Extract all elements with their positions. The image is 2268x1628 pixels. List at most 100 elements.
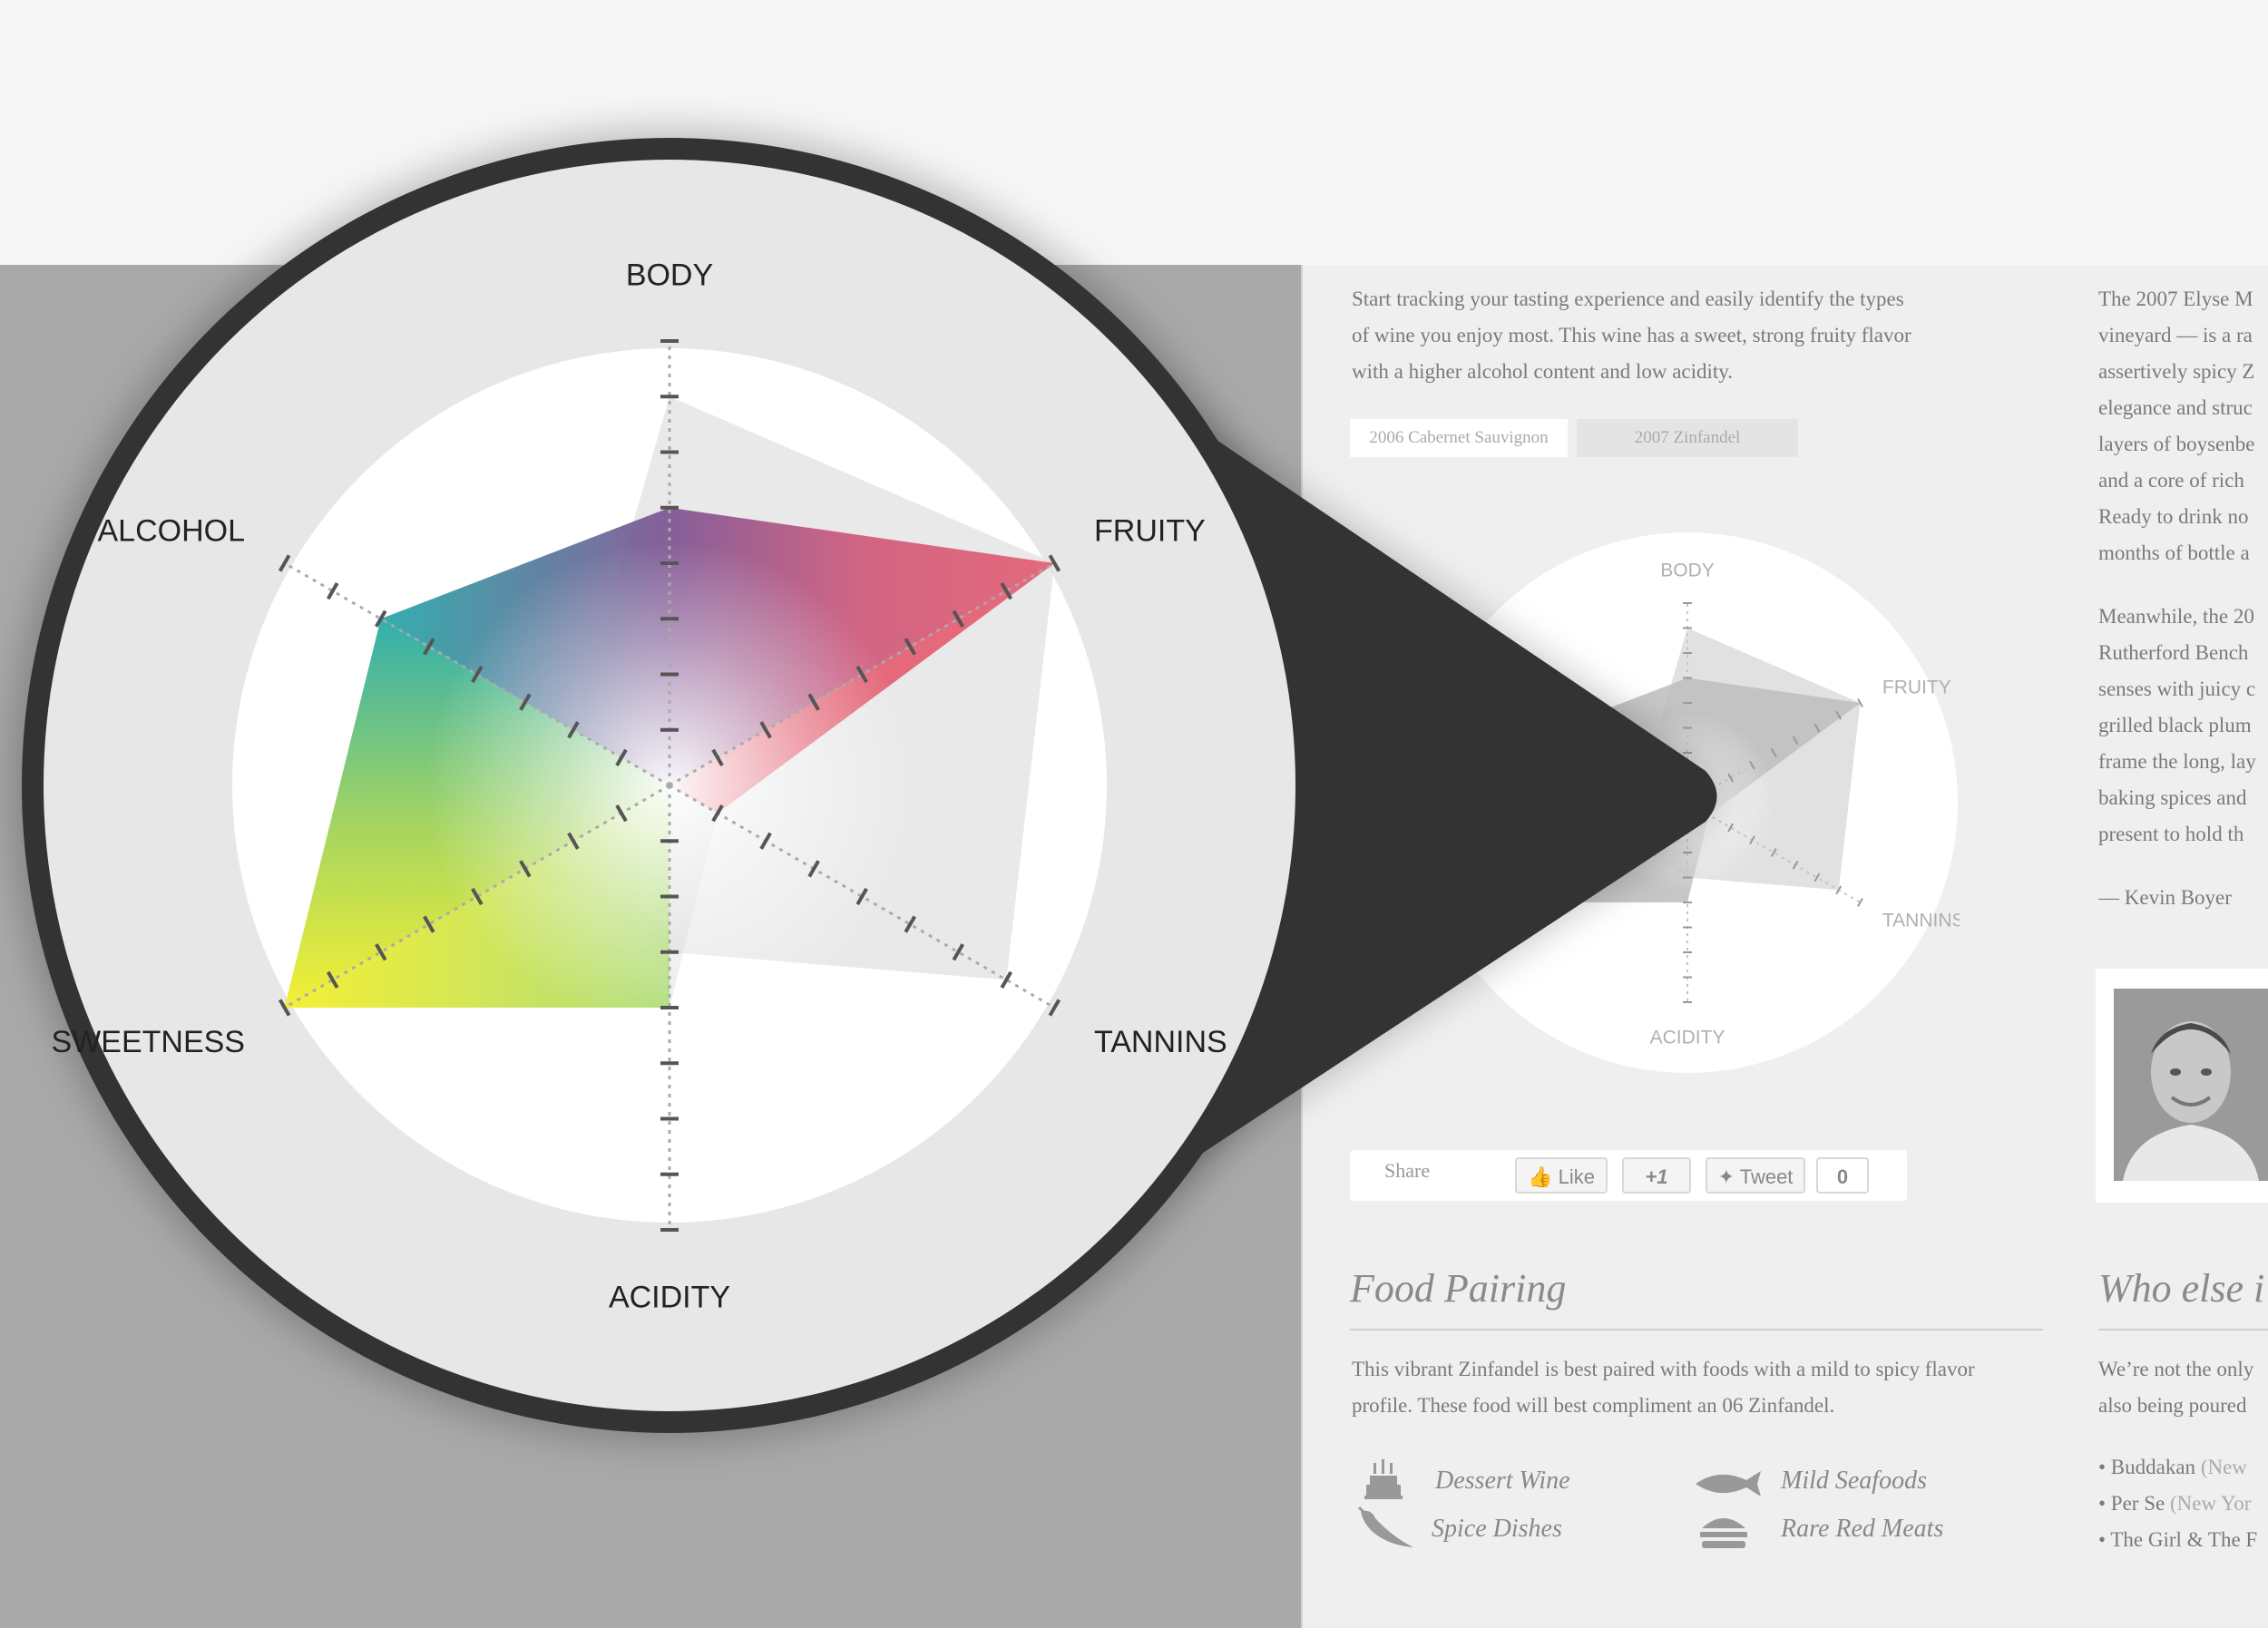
tweet-count: 0 <box>1816 1157 1869 1194</box>
intro-line: of wine you enjoy most. This wine has a … <box>1352 324 1911 346</box>
food-item-rare-red-meats: Rare Red Meats <box>1781 1515 1944 1543</box>
restaurant-name: • Buddakan <box>2098 1456 2196 1478</box>
radar-tick <box>807 860 820 878</box>
list-item[interactable]: • Buddakan (New <box>2098 1449 2268 1486</box>
radar-tick <box>1792 860 1799 870</box>
restaurant-name: • The Girl & The F <box>2098 1528 2258 1551</box>
who-desc-line: We’re not the only <box>2098 1358 2254 1380</box>
review-text: The 2007 Elyse M vineyard — is a ra asse… <box>2098 281 2268 943</box>
tab-2006-cabernet[interactable]: 2006 Cabernet Sauvignon <box>1350 419 1568 457</box>
food-divider <box>1350 1329 2043 1331</box>
thumbs-up-icon: 👍 <box>1528 1165 1553 1188</box>
review-line: layers of boysenbe <box>2098 433 2255 455</box>
radar-tick <box>1857 898 1863 907</box>
like-button[interactable]: 👍 Like <box>1515 1157 1608 1194</box>
review-line: senses with juicy c <box>2098 678 2256 700</box>
radar-axis-tannins <box>669 784 1056 1009</box>
restaurant-city: (New <box>2195 1456 2247 1478</box>
restaurant-name: • Per Se <box>2098 1492 2165 1515</box>
food-item-dessert-wine: Dessert Wine <box>1435 1467 1570 1495</box>
radar-tick <box>855 887 868 906</box>
radar-label-tannins: TANNINS <box>1094 1025 1227 1059</box>
food-desc-line: This vibrant Zinfandel is best paired wi… <box>1352 1358 1975 1380</box>
radar-tick <box>326 581 339 600</box>
radar-tick <box>855 665 868 684</box>
share-bar: Share 👍 Like +1 ✦ Tweet 0 <box>1350 1150 1907 1201</box>
radar-tick <box>278 999 291 1017</box>
review-line: Ready to drink no <box>2098 505 2249 528</box>
review-line: present to hold th <box>2098 823 2244 845</box>
radar-tick <box>1727 773 1734 783</box>
review-line: frame the long, lay <box>2098 750 2256 773</box>
radar-tick <box>904 638 916 656</box>
radar-axis-sweetness <box>283 784 670 1009</box>
radar-tick <box>615 804 628 823</box>
radar-tick <box>326 970 339 989</box>
radar-tick <box>471 665 484 684</box>
radar-tick <box>519 860 532 878</box>
restaurant-city: (New Yor <box>2165 1492 2252 1515</box>
tweet-label: Tweet <box>1739 1165 1794 1188</box>
radar-tick <box>423 915 435 933</box>
radar-tick <box>952 609 964 628</box>
list-item[interactable]: • Per Se (New Yor <box>2098 1486 2268 1522</box>
plus-one-button[interactable]: +1 <box>1622 1157 1691 1194</box>
radar-tick <box>375 609 387 628</box>
radar-tick <box>711 804 724 823</box>
radar-tick <box>278 554 291 572</box>
radar-label-fruity: FRUITY <box>1094 513 1206 548</box>
radar-tick <box>1048 999 1061 1017</box>
radar-tick <box>1000 970 1013 989</box>
food-pairing-title: Food Pairing <box>1350 1266 1567 1311</box>
review-line: vineyard — is a ra <box>2098 324 2253 346</box>
share-label: Share <box>1384 1159 1431 1182</box>
reviewer-photo <box>2096 969 2268 1203</box>
radar-tick <box>1813 872 1821 882</box>
radar-tick <box>1000 581 1013 600</box>
radar-label-body: BODY <box>1660 561 1715 581</box>
radar-tick <box>1727 823 1734 833</box>
intro-line: Start tracking your tasting experience a… <box>1352 288 1904 310</box>
radar-tick <box>952 943 964 961</box>
radar-tick <box>1835 710 1843 720</box>
who-else-divider <box>2098 1329 2268 1331</box>
radar-tick <box>1770 748 1777 757</box>
radar-label-tannins: TANNINS <box>1882 911 1960 931</box>
review-line: assertively spicy Z <box>2098 360 2255 383</box>
radar-axis-fruity <box>669 561 1056 787</box>
radar-label-alcohol: ALCOHOL <box>97 513 245 548</box>
restaurant-list: • Buddakan (New • Per Se (New Yor • The … <box>2098 1449 2268 1558</box>
tab-2007-zinfandel[interactable]: 2007 Zinfandel <box>1577 419 1798 457</box>
review-line: and a core of rich <box>2098 469 2244 492</box>
radar-tick <box>615 748 628 767</box>
radar-tick <box>1792 736 1799 746</box>
review-line: elegance and struc <box>2098 396 2253 419</box>
radar-tick <box>1048 554 1061 572</box>
radar-tick <box>423 638 435 656</box>
cake-icon <box>1364 1459 1403 1499</box>
intro-text: Start tracking your tasting experience a… <box>1352 281 1987 390</box>
who-else-desc: We’re not the only also being poured <box>2098 1351 2268 1424</box>
review-para-2: Meanwhile, the 20 Rutherford Bench sense… <box>2098 599 2268 853</box>
tweet-button[interactable]: ✦ Tweet <box>1706 1157 1805 1194</box>
radar-tick <box>1749 835 1755 845</box>
review-author: — Kevin Boyer <box>2098 886 2232 909</box>
radar-tick <box>1835 885 1843 895</box>
radar-tick <box>375 943 387 961</box>
radar-tick <box>567 832 580 850</box>
radar-label-body: BODY <box>626 258 713 293</box>
radar-label-fruity: FRUITY <box>1882 677 1951 697</box>
review-line: baking spices and <box>2098 786 2247 809</box>
intro-line: with a higher alcohol content and low ac… <box>1352 360 1734 383</box>
review-line: grilled black plum <box>2098 714 2252 736</box>
review-line: Meanwhile, the 20 <box>2098 605 2254 628</box>
food-item-mild-seafoods: Mild Seafoods <box>1781 1467 1927 1495</box>
radar-tick <box>1813 723 1821 733</box>
list-item[interactable]: • The Girl & The F <box>2098 1522 2268 1558</box>
radar-tick <box>1770 848 1777 857</box>
radar-tick <box>1857 698 1863 707</box>
radar-tick <box>567 721 580 739</box>
radar-tick <box>759 721 772 739</box>
fish-icon <box>1696 1471 1761 1496</box>
radar-label-acidity: ACIDITY <box>609 1281 730 1315</box>
